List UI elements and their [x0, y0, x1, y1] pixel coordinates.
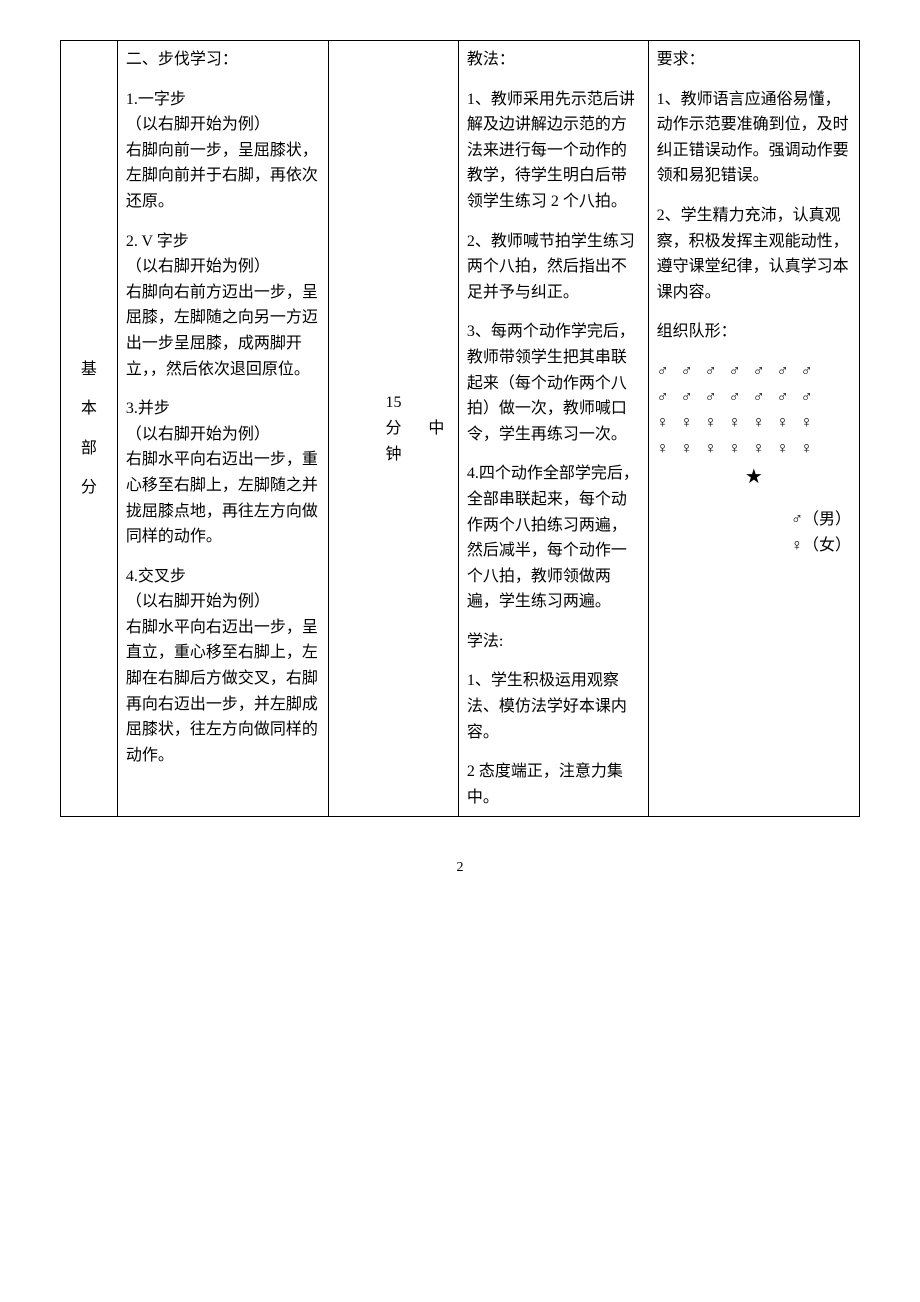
step-note: （以右脚开始为例）	[126, 422, 320, 448]
jiaofa-label: 教法：	[467, 47, 640, 73]
step-note: （以右脚开始为例）	[126, 254, 320, 280]
section-char: 部	[69, 436, 109, 462]
legend-male: ♂（男）	[657, 507, 851, 533]
time-value: 15分钟	[380, 390, 407, 467]
jiaofa-item: 1、教师采用先示范后讲解及边讲解边示范的方法来进行每一个动作的教学，待学生明白后…	[467, 87, 640, 215]
star-icon: ★	[745, 466, 763, 488]
jiaofa-item: 4.四个动作全部学完后，全部串联起来，每个动作两个八拍练习两遍，然后减半，每个动…	[467, 461, 640, 615]
jiaofa-item: 2、教师喊节拍学生练习两个八拍，然后指出不足并予与纠正。	[467, 229, 640, 306]
step-block: 1.一字步 （以右脚开始为例） 右脚向前一步，呈屈膝状，左脚向前并于右脚，再依次…	[126, 87, 320, 215]
spacer-cell	[329, 41, 372, 817]
lesson-plan-table: 基 本 部 分 二、步伐学习： 1.一字步 （以右脚开始为例） 右脚向前一步，呈…	[60, 40, 860, 817]
intensity-value: 中	[423, 416, 450, 442]
formation-male-row: ♂ ♂ ♂ ♂ ♂ ♂ ♂	[657, 359, 851, 385]
step-title: 2. V 字步	[126, 229, 320, 255]
step-note: （以右脚开始为例）	[126, 112, 320, 138]
intensity-cell: 中	[415, 41, 458, 817]
page-number: 2	[60, 857, 860, 879]
xuefa-label: 学法:	[467, 629, 640, 655]
step-block: 2. V 字步 （以右脚开始为例） 右脚向右前方迈出一步，呈屈膝，左脚随之向另一…	[126, 229, 320, 383]
step-block: 3.并步 （以右脚开始为例） 右脚水平向右迈出一步，重心移至右脚上，左脚随之并拢…	[126, 396, 320, 550]
formation-male-row: ♂ ♂ ♂ ♂ ♂ ♂ ♂	[657, 385, 851, 411]
xuefa-item: 2 态度端正，注意力集中。	[467, 759, 640, 810]
requirements-cell: 要求： 1、教师语言应通俗易懂，动作示范要准确到位，及时纠正错误动作。强调动作要…	[648, 41, 859, 817]
step-note: （以右脚开始为例）	[126, 589, 320, 615]
content-cell: 二、步伐学习： 1.一字步 （以右脚开始为例） 右脚向前一步，呈屈膝状，左脚向前…	[117, 41, 328, 817]
section-char: 本	[69, 396, 109, 422]
formation-female-row: ♀ ♀ ♀ ♀ ♀ ♀ ♀	[657, 436, 851, 462]
step-body: 右脚水平向右迈出一步，重心移至右脚上，左脚随之并拢屈膝点地，再往左方向做同样的动…	[126, 447, 320, 549]
legend-female: ♀（女）	[657, 533, 851, 559]
step-body: 右脚向右前方迈出一步，呈屈膝，左脚随之向另一方迈出一步呈屈膝，成两脚开立，，然后…	[126, 280, 320, 382]
requirement-item: 2、学生精力充沛，认真观察，积极发挥主观能动性，遵守课堂纪律，认真学习本课内容。	[657, 203, 851, 305]
step-title: 4.交叉步	[126, 564, 320, 590]
xuefa-item: 1、学生积极运用观察法、模仿法学好本课内容。	[467, 668, 640, 745]
step-body: 右脚向前一步，呈屈膝状，左脚向前并于右脚，再依次还原。	[126, 138, 320, 215]
requirement-item: 1、教师语言应通俗易懂，动作示范要准确到位，及时纠正错误动作。强调动作要领和易犯…	[657, 87, 851, 189]
step-body: 右脚水平向右迈出一步，呈直立，重心移至右脚上，左脚在右脚后方做交叉，右脚再向右迈…	[126, 615, 320, 769]
step-title: 3.并步	[126, 396, 320, 422]
teaching-cell: 教法： 1、教师采用先示范后讲解及边讲解边示范的方法来进行每一个动作的教学，待学…	[458, 41, 648, 817]
formation-label: 组织队形：	[657, 319, 851, 345]
section-label-cell: 基 本 部 分	[61, 41, 118, 817]
step-title: 1.一字步	[126, 87, 320, 113]
requirements-label: 要求：	[657, 47, 851, 73]
time-cell: 15分钟	[372, 41, 415, 817]
document-page: 基 本 部 分 二、步伐学习： 1.一字步 （以右脚开始为例） 右脚向前一步，呈…	[60, 40, 860, 880]
formation-female-row: ♀ ♀ ♀ ♀ ♀ ♀ ♀	[657, 410, 851, 436]
section-char: 分	[69, 475, 109, 501]
section-char: 基	[69, 357, 109, 383]
jiaofa-item: 3、每两个动作学完后，教师带领学生把其串联起来（每个动作两个八拍）做一次，教师喊…	[467, 319, 640, 447]
table-row: 基 本 部 分 二、步伐学习： 1.一字步 （以右脚开始为例） 右脚向前一步，呈…	[61, 41, 860, 817]
step-block: 4.交叉步 （以右脚开始为例） 右脚水平向右迈出一步，呈直立，重心移至右脚上，左…	[126, 564, 320, 769]
formation-block: ♂ ♂ ♂ ♂ ♂ ♂ ♂ ♂ ♂ ♂ ♂ ♂ ♂ ♂ ♀ ♀ ♀ ♀ ♀ ♀ …	[657, 359, 851, 461]
formation-star-row: ★	[657, 461, 851, 493]
content-title: 二、步伐学习：	[126, 47, 320, 73]
